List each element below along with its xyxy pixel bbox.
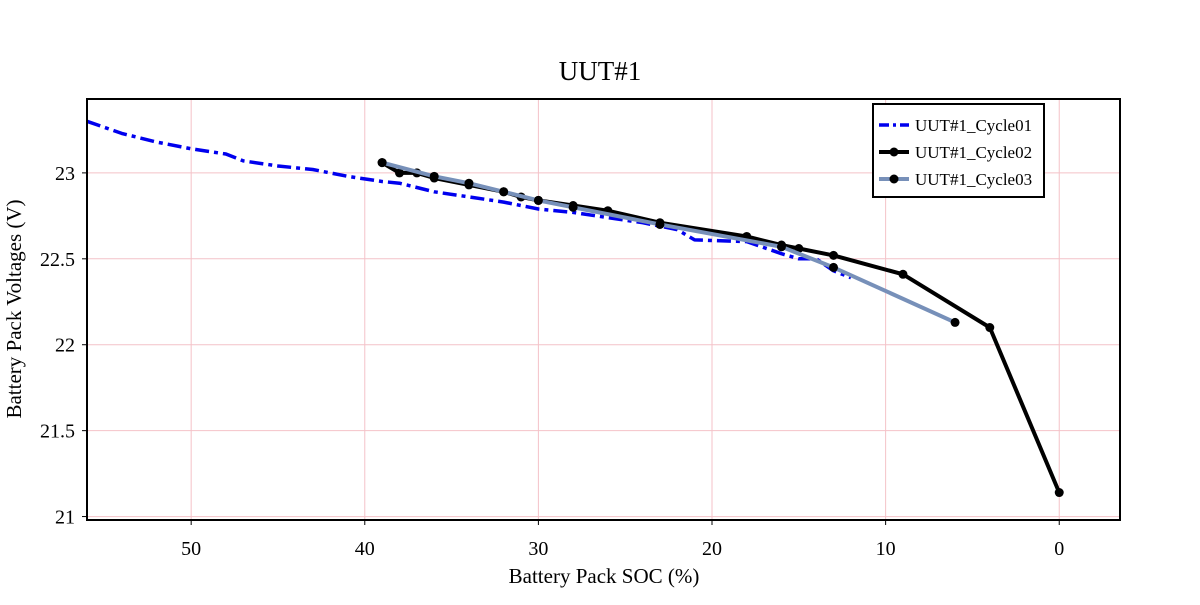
series-1: [86, 119, 852, 280]
y-tick-label: 22.5: [40, 249, 75, 271]
series-line: [380, 160, 1062, 495]
legend-marker: [889, 174, 899, 184]
chart-title: UUT#1: [559, 56, 642, 86]
y-tick-label: 21: [55, 507, 75, 529]
legend-label: UUT#1_Cycle01: [915, 116, 1032, 135]
y-tick-label: 21.5: [40, 421, 75, 443]
data-point: [533, 195, 543, 205]
y-tick-label: 22: [55, 335, 75, 357]
legend-marker: [889, 147, 899, 157]
legend-label: UUT#1_Cycle02: [915, 143, 1032, 162]
data-point: [429, 171, 439, 181]
x-tick-label: 0: [1054, 538, 1064, 560]
legend-label: UUT#1_Cycle03: [915, 170, 1032, 189]
series-3: [377, 158, 960, 327]
ticks: 50 40 30 20 10 0 21 21.5 22 22.5 23: [40, 163, 1064, 560]
legend-item: UUT#1_Cycle02: [879, 143, 1032, 162]
plot-frame: [86, 98, 1121, 521]
data-point: [395, 168, 405, 178]
data-point: [568, 202, 578, 212]
data-point: [1054, 488, 1064, 498]
x-tick-label: 10: [876, 538, 896, 560]
data-point: [829, 262, 839, 272]
y-tick-label: 23: [55, 163, 75, 185]
x-tick-label: 50: [181, 538, 201, 560]
series-2: [377, 158, 1064, 498]
series-line: [86, 119, 852, 280]
series-layer: [86, 119, 1064, 498]
y-axis-label: Battery Pack Voltages (V): [2, 199, 26, 418]
data-point: [377, 158, 387, 168]
data-point: [898, 269, 908, 279]
legend-item: UUT#1_Cycle01: [879, 116, 1032, 135]
data-point: [776, 242, 786, 252]
data-point: [464, 178, 474, 188]
data-point: [985, 323, 995, 333]
x-tick-label: 30: [528, 538, 548, 560]
grid: [87, 99, 1120, 520]
series-line: [380, 160, 958, 325]
legend: UUT#1_Cycle01 UUT#1_Cycle02 UUT#1_Cycle03: [872, 103, 1045, 198]
legend-item: UUT#1_Cycle03: [879, 170, 1032, 189]
data-point: [829, 250, 839, 260]
x-tick-label: 40: [355, 538, 375, 560]
data-point: [655, 219, 665, 229]
x-tick-label: 20: [702, 538, 722, 560]
data-point: [499, 187, 509, 197]
data-point: [950, 317, 960, 327]
x-axis-label: Battery Pack SOC (%): [509, 564, 700, 588]
